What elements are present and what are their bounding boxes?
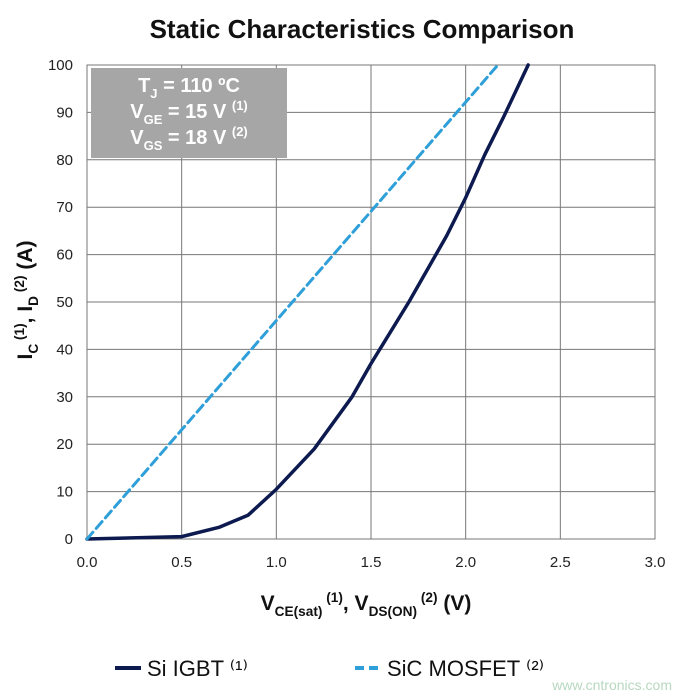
series-line [85,63,500,541]
y-tick-label: 50 [56,294,73,311]
text-part: V [261,592,275,615]
text-part: C [26,344,41,354]
text-part: (2) [417,590,437,605]
y-tick-label: 20 [56,436,73,453]
x-tick-label: 1.5 [361,554,382,571]
y-tick-label: 0 [65,531,73,548]
text-part: (1) [12,323,27,343]
series-line [85,63,530,541]
y-axis-label: IC (1), ID (2) (A) [12,240,41,359]
x-tick-label: 3.0 [645,554,666,571]
y-tick-label: 30 [56,389,73,406]
y-tick-label: 80 [56,152,73,169]
y-tick-label: 90 [56,104,73,121]
y-tick-label: 10 [56,484,73,501]
watermark: www.cntronics.com [551,677,672,693]
x-tick-label: 0.0 [77,554,98,571]
text-part: GS [144,138,163,153]
x-tick-label: 0.5 [171,554,192,571]
text-part: (V) [438,592,472,615]
annotation: VGS = 18 V (2) [130,124,248,153]
text-part: T [138,75,150,97]
y-tick-label: 60 [56,247,73,264]
text-part: = 110 ºC [158,75,240,97]
x-tick-label: 2.0 [455,554,476,571]
text-part: J [150,86,157,101]
annotation: TJ = 110 ºC [138,75,240,101]
text-part: = 18 V [162,127,232,149]
x-axis-label: VCE(sat) (1), VDS(ON) (2) (V) [261,590,472,619]
legend-label: Si IGBT ⁽¹⁾ [147,656,248,681]
x-tick-label: 1.0 [266,554,287,571]
annotation-box [91,68,287,158]
text-part: (2) [12,275,27,295]
annotation: VGE = 15 V (1) [130,98,248,127]
text-part: GE [144,112,163,127]
chart-title: Static Characteristics Comparison [150,14,575,44]
text-part: V [130,101,144,123]
text-part: (2) [232,124,248,139]
text-part: , I [14,306,37,324]
y-tick-label: 70 [56,199,73,216]
text-part: , V [343,592,369,615]
text-part: (A) [14,240,37,275]
legend-label: SiC MOSFET ⁽²⁾ [387,656,544,681]
text-part: (1) [232,98,248,113]
y-tick-label: 40 [56,341,73,358]
text-part: = 15 V [162,101,232,123]
x-tick-label: 2.5 [550,554,571,571]
text-part: (1) [322,590,342,605]
text-part: DS(ON) [369,604,418,619]
y-tick-label: 100 [48,57,73,74]
text-part: V [130,127,144,149]
text-part: D [26,296,41,306]
text-part: I [14,354,37,360]
text-part: CE(sat) [275,604,323,619]
